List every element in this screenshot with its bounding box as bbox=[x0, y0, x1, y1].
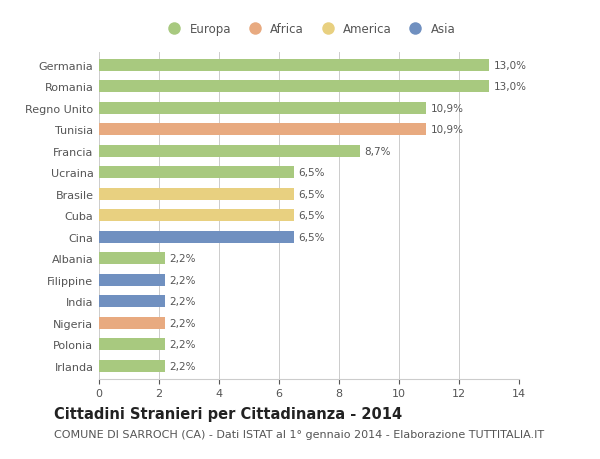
Bar bbox=[99, 317, 165, 329]
Text: 2,2%: 2,2% bbox=[170, 254, 196, 263]
Text: 2,2%: 2,2% bbox=[170, 318, 196, 328]
Text: 2,2%: 2,2% bbox=[170, 361, 196, 371]
Text: COMUNE DI SARROCH (CA) - Dati ISTAT al 1° gennaio 2014 - Elaborazione TUTTITALIA: COMUNE DI SARROCH (CA) - Dati ISTAT al 1… bbox=[54, 429, 544, 439]
Bar bbox=[99, 274, 165, 286]
Text: 6,5%: 6,5% bbox=[299, 232, 325, 242]
Text: 2,2%: 2,2% bbox=[170, 297, 196, 307]
Text: 6,5%: 6,5% bbox=[299, 168, 325, 178]
Bar bbox=[99, 81, 489, 93]
Text: 6,5%: 6,5% bbox=[299, 211, 325, 221]
Bar bbox=[99, 167, 294, 179]
Bar bbox=[99, 231, 294, 243]
Text: 10,9%: 10,9% bbox=[431, 125, 464, 135]
Bar bbox=[99, 60, 489, 72]
Bar bbox=[99, 124, 426, 136]
Bar bbox=[99, 296, 165, 308]
Bar bbox=[99, 103, 426, 114]
Text: 2,2%: 2,2% bbox=[170, 275, 196, 285]
Text: 2,2%: 2,2% bbox=[170, 339, 196, 349]
Bar bbox=[99, 338, 165, 350]
Text: 8,7%: 8,7% bbox=[365, 146, 391, 157]
Text: 13,0%: 13,0% bbox=[493, 61, 527, 71]
Text: 10,9%: 10,9% bbox=[431, 104, 464, 113]
Text: Cittadini Stranieri per Cittadinanza - 2014: Cittadini Stranieri per Cittadinanza - 2… bbox=[54, 406, 402, 421]
Bar bbox=[99, 210, 294, 222]
Text: 6,5%: 6,5% bbox=[299, 189, 325, 199]
Legend: Europa, Africa, America, Asia: Europa, Africa, America, Asia bbox=[163, 23, 455, 36]
Text: 13,0%: 13,0% bbox=[493, 82, 527, 92]
Bar bbox=[99, 360, 165, 372]
Bar bbox=[99, 188, 294, 200]
Bar bbox=[99, 146, 360, 157]
Bar bbox=[99, 253, 165, 264]
